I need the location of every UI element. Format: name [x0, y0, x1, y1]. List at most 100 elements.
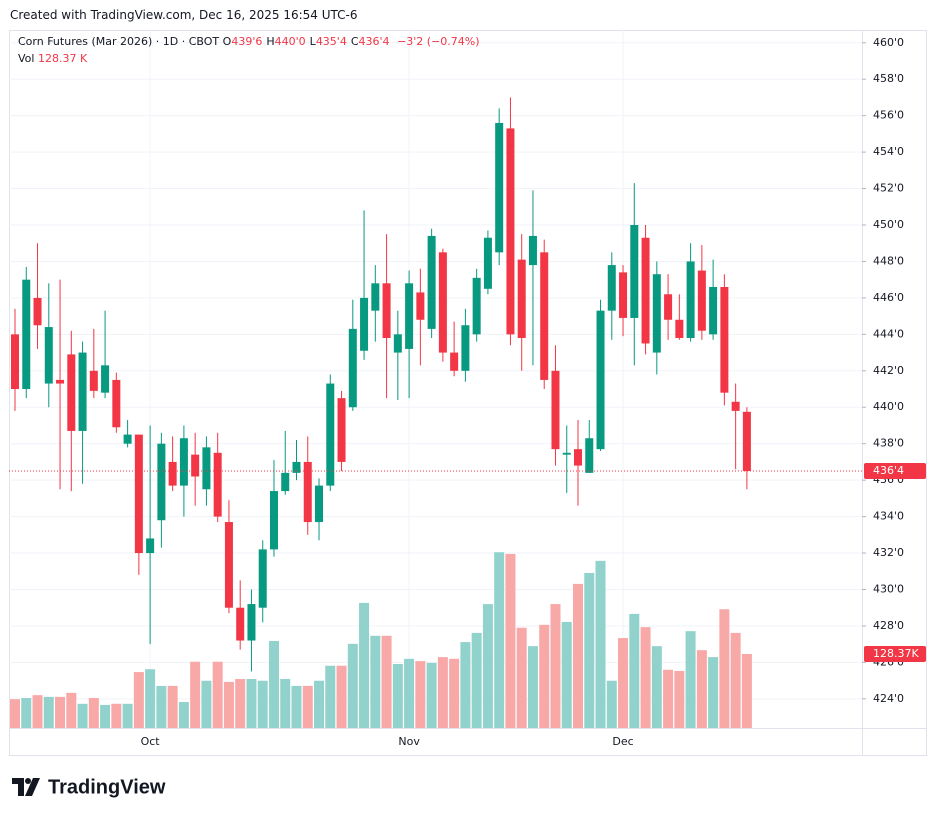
volume-bar	[640, 627, 651, 728]
volume-bar	[280, 679, 291, 728]
candles	[11, 97, 751, 672]
candle-body	[427, 235, 436, 329]
candle-body	[438, 252, 447, 353]
volume-bar	[584, 572, 595, 728]
ohlc-value: 435'4	[315, 35, 347, 48]
volume-bar	[111, 703, 122, 728]
volume-bar	[573, 583, 583, 728]
candle-body	[202, 447, 211, 490]
ohlc-key: H	[266, 35, 275, 48]
volume-bar	[471, 632, 482, 728]
candle-body	[213, 452, 222, 517]
candle-body	[664, 294, 673, 320]
volume-bar	[741, 654, 752, 728]
last-volume-label: 128.37K	[873, 647, 919, 660]
candle-body	[675, 319, 684, 338]
y-tick-label: 440'0	[873, 400, 904, 413]
y-tick-label: 460'0	[873, 36, 904, 49]
volume-bar	[685, 631, 696, 728]
y-tick-label: 446'0	[873, 291, 904, 304]
volume-bar	[494, 552, 505, 728]
candle-body	[112, 379, 121, 428]
candle-body	[731, 401, 740, 411]
volume-bar	[167, 685, 178, 728]
volume-bar	[32, 695, 43, 728]
volume-bar	[629, 613, 640, 728]
vol-key: Vol	[18, 52, 35, 65]
volume-bar	[392, 664, 403, 728]
candle-body	[630, 225, 639, 318]
y-tick-label: 452'0	[873, 182, 904, 195]
candle-body	[360, 297, 369, 351]
volume-bar	[696, 650, 707, 728]
volume-bar	[21, 698, 32, 728]
volume-bar	[190, 661, 201, 728]
candle-body	[168, 461, 177, 486]
volume-bar	[314, 680, 325, 728]
candle-body	[11, 334, 19, 390]
volume-bar	[156, 685, 167, 728]
volume-bar	[527, 646, 538, 728]
volume-bar	[426, 662, 437, 728]
candle-body	[551, 370, 560, 450]
x-tick-label: Dec	[612, 735, 633, 748]
candle-body	[326, 383, 335, 486]
vol-value: 128.37 K	[37, 52, 88, 65]
y-tick-label: 434'0	[873, 510, 904, 523]
last-price-box	[864, 463, 926, 480]
volume-bar	[516, 627, 527, 728]
candle-body	[67, 354, 76, 431]
volume-bar	[505, 553, 516, 728]
last-volume-box	[864, 646, 926, 663]
volume-bar	[246, 679, 257, 728]
volume-bar	[561, 621, 572, 728]
candle-body	[472, 277, 481, 335]
candle-body	[179, 438, 188, 486]
candle-body	[585, 438, 594, 473]
candle-body	[483, 237, 492, 289]
candle-body	[44, 327, 53, 384]
y-tick-label: 454'0	[873, 145, 904, 158]
volume-bar	[178, 702, 189, 728]
volume-bar	[55, 696, 66, 728]
volume-bar	[595, 560, 606, 728]
volume-bar	[550, 604, 561, 728]
ohlc-value: 436'4	[358, 35, 390, 48]
candle-body	[247, 604, 256, 641]
ohlc-key: O	[222, 35, 232, 48]
y-tick-label: 444'0	[873, 327, 904, 340]
volume-bar	[223, 681, 234, 728]
volume-bar	[302, 685, 313, 728]
y-tick-label: 430'0	[873, 582, 904, 595]
candle-body	[269, 491, 278, 550]
y-tick-label: 438'0	[873, 437, 904, 450]
volume-bar	[212, 661, 223, 728]
volume-bar	[336, 665, 347, 728]
y-tick-label: 428'0	[873, 619, 904, 632]
volume-bar	[663, 669, 674, 728]
volume-bar	[100, 704, 111, 728]
candle-body	[697, 270, 706, 331]
candle-body	[450, 352, 459, 371]
candle-body	[134, 434, 143, 554]
y-tick-label: 450'0	[873, 218, 904, 231]
candle-body	[78, 352, 87, 431]
candle-body	[157, 443, 166, 521]
y-tick-label: 424'0	[873, 692, 904, 705]
candle-body	[461, 325, 470, 371]
volume-bar	[539, 624, 550, 728]
volume-bar	[235, 679, 246, 728]
candle-body	[596, 310, 605, 450]
axes: 424'0426'0428'0430'0432'0434'0436'0438'0…	[9, 36, 926, 748]
candle-body	[641, 237, 650, 344]
candle-body	[371, 283, 380, 311]
candle-body	[528, 235, 537, 266]
volume-bar	[618, 638, 629, 728]
candle-body	[540, 252, 549, 380]
volume-bar	[449, 658, 460, 728]
candle-body	[22, 279, 31, 390]
volume-bar	[133, 672, 144, 728]
volume-bar	[381, 635, 392, 728]
candle-body	[348, 328, 357, 408]
